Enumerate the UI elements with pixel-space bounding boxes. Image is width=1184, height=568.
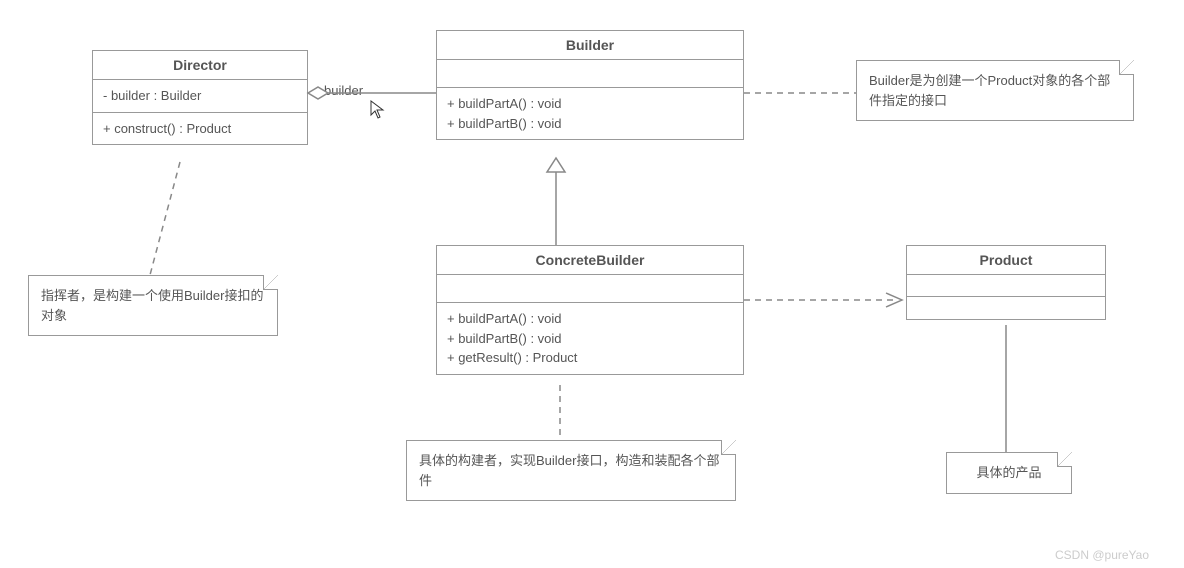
cursor-icon	[370, 100, 386, 125]
note-concrete-builder: 具体的构建者，实现Builder接口，构造和装配各个部件	[406, 440, 736, 501]
note-director: 指挥者，是构建一个使用Builder接扣的对象	[28, 275, 278, 336]
class-methods: + construct() : Product	[93, 113, 307, 145]
method-line: + getResult() : Product	[447, 348, 733, 368]
uml-class-concrete-builder: ConcreteBuilder + buildPartA() : void + …	[436, 245, 744, 375]
class-attributes	[437, 60, 743, 88]
class-title: ConcreteBuilder	[437, 246, 743, 275]
method-line: + buildPartA() : void	[447, 94, 733, 114]
class-methods: + buildPartA() : void + buildPartB() : v…	[437, 303, 743, 374]
class-attributes	[437, 275, 743, 303]
class-title: Director	[93, 51, 307, 80]
uml-class-product: Product	[906, 245, 1106, 320]
method-line: + buildPartB() : void	[447, 114, 733, 134]
class-methods: + buildPartA() : void + buildPartB() : v…	[437, 88, 743, 139]
class-attributes: - builder : Builder	[93, 80, 307, 113]
uml-class-builder: Builder + buildPartA() : void + buildPar…	[436, 30, 744, 140]
class-title: Product	[907, 246, 1105, 275]
method-line: + buildPartA() : void	[447, 309, 733, 329]
uml-class-director: Director - builder : Builder + construct…	[92, 50, 308, 145]
edge-label-builder: builder	[324, 83, 363, 98]
note-product: 具体的产品	[946, 452, 1072, 494]
method-line: + buildPartB() : void	[447, 329, 733, 349]
class-methods	[907, 297, 1105, 319]
class-title: Builder	[437, 31, 743, 60]
note-builder: Builder是为创建一个Product对象的各个部件指定的接口	[856, 60, 1134, 121]
watermark-text: CSDN @pureYao	[1055, 548, 1149, 562]
class-attributes	[907, 275, 1105, 297]
